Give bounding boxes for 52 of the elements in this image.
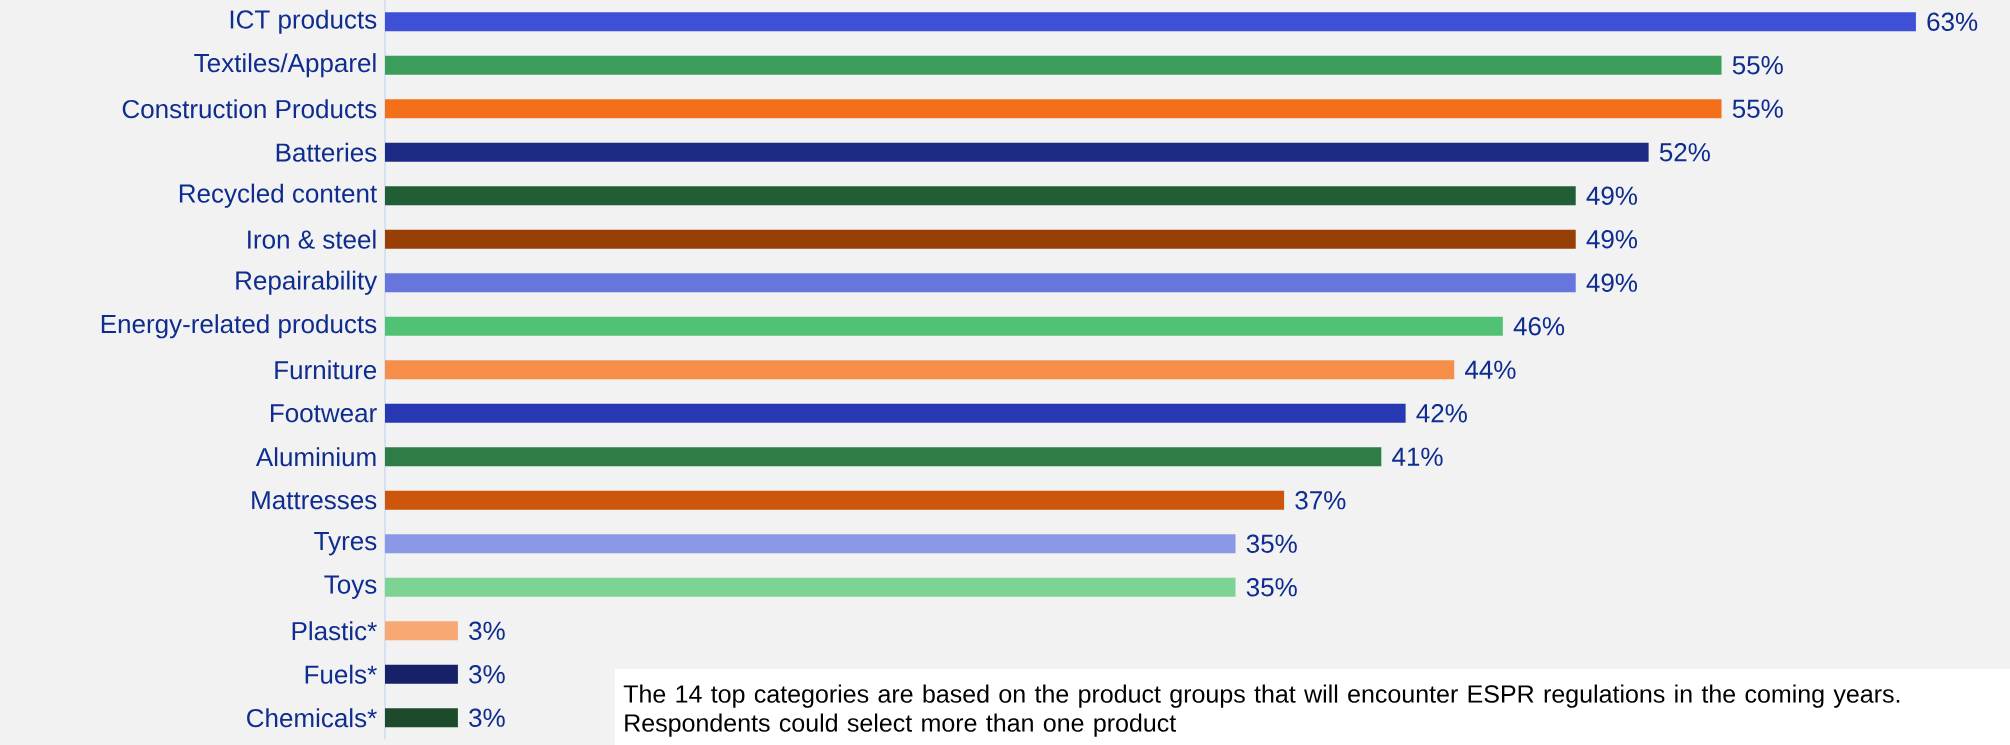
y-tick-label: Batteries (276, 142, 377, 162)
y-tick-label: Iron & steel (248, 229, 376, 249)
data-label: 3% (469, 665, 505, 684)
data-label: 42% (1416, 404, 1467, 423)
y-tick-label: Construction Products (122, 99, 377, 119)
y-tick-label: Toys (324, 575, 377, 599)
data-label: 35% (1246, 578, 1297, 597)
data-label: 49% (1586, 186, 1638, 205)
bar (385, 403, 1406, 423)
bar (385, 316, 1503, 336)
data-label: 41% (1392, 447, 1443, 466)
y-tick-label: Mattresses (252, 491, 377, 510)
bar (385, 229, 1576, 249)
y-tick-label: Furniture (275, 360, 377, 380)
data-label: 55% (1732, 99, 1783, 118)
data-label: 49% (1586, 230, 1638, 249)
y-tick-label: ICT products (230, 9, 377, 34)
bar (385, 186, 1576, 206)
data-label: 49% (1586, 273, 1638, 292)
bar (385, 360, 1455, 380)
annotation: The 14 top categories are based on the product groups that will encounter ESPR regulations in the coming years. Respondents could select more than one product (623, 684, 1900, 737)
bar (385, 273, 1576, 293)
bar (385, 577, 1236, 597)
bar (385, 12, 1916, 32)
y-tick-label: Aluminium (255, 447, 376, 467)
bar (385, 621, 458, 641)
y-tick-label: Textiles/Apparel (194, 53, 376, 78)
data-label: 3% (469, 708, 505, 727)
y-tick-label: Repairability (236, 270, 378, 295)
y-tick-label: Recycled content (179, 183, 377, 208)
bar (385, 99, 1722, 119)
bar (385, 534, 1236, 554)
data-label: 63% (1927, 12, 1978, 31)
bar (385, 142, 1649, 162)
bar (385, 708, 458, 728)
bar (385, 447, 1382, 467)
bar (385, 490, 1285, 510)
y-tick-label: Fuels* (305, 664, 377, 684)
y-tick-label: Footwear (270, 404, 377, 423)
data-label: 55% (1732, 56, 1783, 75)
data-label: 52% (1659, 143, 1710, 162)
data-label: 35% (1246, 534, 1297, 553)
y-tick-label: Tyres (314, 532, 377, 556)
bar (385, 664, 458, 684)
y-tick-label: Plastic* (292, 621, 377, 641)
y-tick-label: Energy-related products (101, 314, 377, 339)
data-label: 44% (1465, 360, 1516, 379)
data-label: 46% (1513, 317, 1565, 336)
data-label: 37% (1295, 491, 1346, 510)
data-label: 3% (469, 621, 505, 640)
y-tick-label: Chemicals* (247, 708, 377, 728)
bar (385, 55, 1722, 75)
